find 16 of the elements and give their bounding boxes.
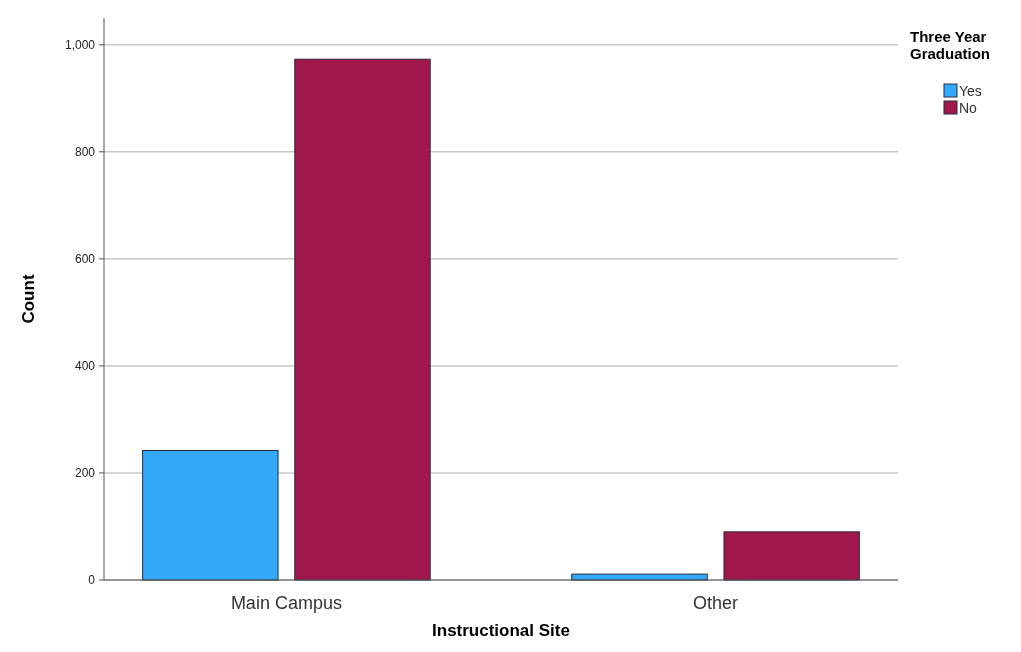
y-tick-label: 800 xyxy=(74,145,96,160)
y-tick-label: 1,000 xyxy=(64,37,96,52)
y-tick-label: 0 xyxy=(88,573,96,588)
legend-label: No xyxy=(959,100,978,116)
bar xyxy=(723,531,860,581)
legend-label: Yes xyxy=(959,83,982,99)
y-tick-label: 400 xyxy=(74,359,96,374)
x-tick-label: Main Campus xyxy=(230,593,342,613)
x-axis-title: Instructional Site xyxy=(432,621,570,640)
legend-title: Three Year Graduation xyxy=(910,28,991,62)
bar xyxy=(142,449,279,581)
x-tick-label: Other xyxy=(693,593,739,613)
y-axis-title: Count xyxy=(19,274,38,324)
y-tick-label: 600 xyxy=(74,252,96,267)
y-tick-label: 200 xyxy=(74,466,96,481)
bar xyxy=(294,58,431,581)
